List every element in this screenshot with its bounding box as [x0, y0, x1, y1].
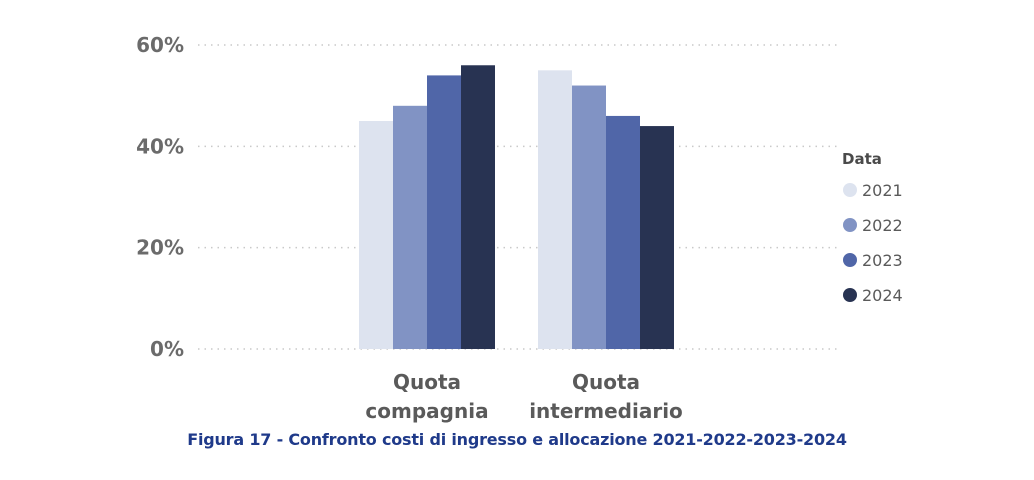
- legend-label-2023: 2023: [862, 251, 903, 270]
- legend: Data 2021 2022 2023 2024: [842, 150, 903, 305]
- y-tick-label: 40%: [136, 134, 184, 158]
- gridlines: [198, 44, 838, 350]
- y-tick-label: 60%: [136, 33, 184, 57]
- bar-2021-1: [538, 70, 572, 349]
- bar-2023-1: [606, 115, 640, 349]
- x-axis-ticks: Quota compagnia Quota intermediario: [365, 370, 682, 423]
- legend-marker-2024: [843, 288, 857, 302]
- bar-2024-0: [461, 65, 495, 350]
- legend-marker-2021: [843, 183, 857, 197]
- bar-2021-0: [359, 121, 393, 349]
- legend-label-2024: 2024: [862, 286, 903, 305]
- x-tick-label: Quota: [572, 370, 640, 394]
- figure-caption: Figura 17 - Confronto costi di ingresso …: [187, 430, 847, 449]
- legend-marker-2023: [843, 253, 857, 267]
- legend-label-2021: 2021: [862, 181, 903, 200]
- bar-2023-0: [427, 75, 461, 350]
- bar-2022-1: [572, 85, 606, 350]
- legend-label-2022: 2022: [862, 216, 903, 235]
- y-tick-label: 0%: [150, 337, 184, 361]
- bar-2024-1: [640, 126, 674, 349]
- y-axis-ticks: 0% 20% 40% 60%: [136, 33, 184, 361]
- x-tick-label: intermediario: [529, 399, 683, 423]
- x-tick-label: compagnia: [365, 399, 488, 423]
- bar-2022-0: [393, 105, 427, 349]
- legend-marker-2022: [843, 218, 857, 232]
- bars: [359, 65, 674, 350]
- legend-title: Data: [842, 150, 882, 168]
- x-tick-label: Quota: [393, 370, 461, 394]
- y-tick-label: 20%: [136, 236, 184, 260]
